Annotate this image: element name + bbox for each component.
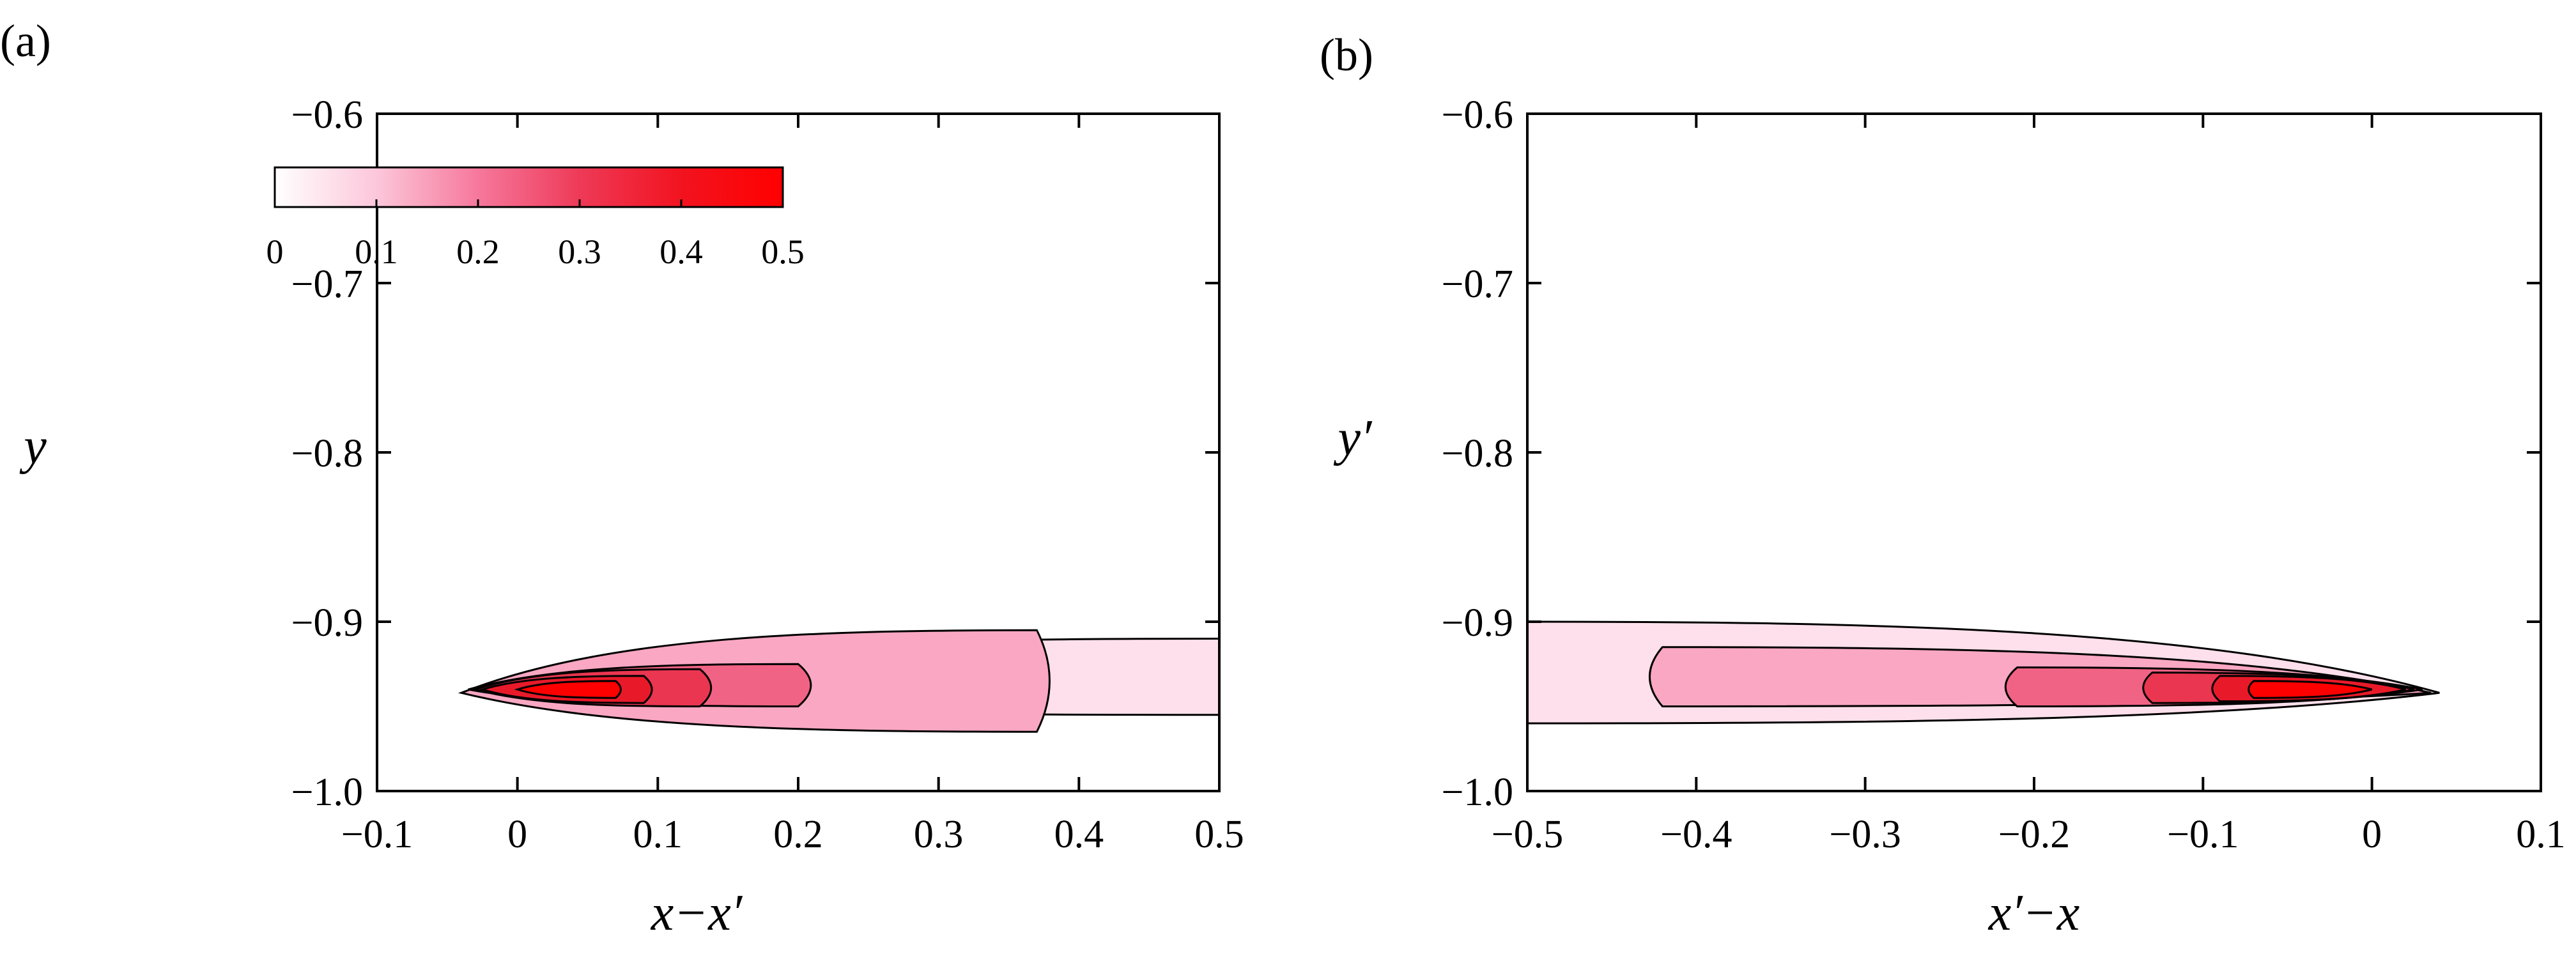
y-tick-label: −0.8: [1442, 432, 1513, 475]
y-tick-label: −0.7: [291, 263, 363, 306]
x-axis-title-a: x−x′: [651, 885, 743, 941]
panel-label-b: (b): [1320, 29, 1373, 81]
x-tick-label: −0.2: [1998, 813, 2070, 856]
colorbar-ticks: 0 0.1 0.2 0.3 0.4 0.5: [266, 199, 805, 271]
y-tick-label: −0.9: [291, 601, 363, 645]
x-axis-title-b: x′−x: [1988, 885, 2080, 941]
x-axis-b: −0.5 −0.4 −0.3 −0.2 −0.1 0 0.1: [1492, 114, 2566, 856]
colorbar-tick-label: 0: [266, 233, 284, 271]
x-tick-label: 0.1: [633, 813, 683, 856]
colorbar: 0 0.1 0.2 0.3 0.4 0.5: [266, 166, 805, 271]
contour-area-a: [458, 571, 1219, 757]
y-tick-label: −1.0: [1442, 771, 1513, 814]
x-tick-label: −0.1: [341, 813, 413, 856]
x-tick-label: 0: [507, 813, 527, 856]
panel-label-a: (a): [0, 15, 51, 66]
y-axis-title-a: y: [19, 419, 47, 475]
contour-level-0_5: [2248, 680, 2373, 699]
colorbar-gradient: [274, 166, 784, 208]
contour-level-0_5: [514, 680, 622, 699]
colorbar-tick-label: 0.3: [558, 233, 601, 271]
contour-area-b: [1527, 562, 2440, 749]
y-tick-label: −0.8: [291, 432, 363, 475]
x-tick-label: −0.4: [1660, 813, 1732, 856]
contours-a: [458, 571, 1219, 757]
panel-a: (a) −0.1 0 0.1 0.2 0.3 0.4 0.5 −1.0−0.9−0.8−0.…: [0, 15, 1244, 941]
colorbar-tick-label: 0.1: [355, 233, 398, 271]
colorbar-tick-label: 0.2: [456, 233, 500, 271]
x-tick-label: 0.2: [773, 813, 823, 856]
y-tick-label: −0.6: [291, 93, 363, 137]
x-tick-label: 0.3: [914, 813, 964, 856]
x-tick-label: −0.3: [1829, 813, 1901, 856]
x-tick-label: 0: [2362, 813, 2382, 856]
y-tick-label: −0.6: [1442, 93, 1513, 137]
y-axis-b: −1.0 −0.9 −0.8 −0.7 −0.6: [1442, 93, 2541, 814]
y-tick-label: −0.9: [1442, 601, 1513, 645]
x-tick-label: 0.5: [1194, 813, 1244, 856]
y-tick-label: −0.7: [1442, 263, 1513, 306]
y-axis-a: −1.0 −0.9 −0.8 −0.7 −0.6: [291, 93, 1219, 814]
y-tick-label: −1.0: [291, 771, 363, 814]
colorbar-tick-label: 0.4: [659, 233, 703, 271]
x-tick-label: −0.1: [2167, 813, 2239, 856]
colorbar-tick-label: 0.5: [761, 233, 805, 271]
panel-b: (b) −0.5 −0.4 −0.3 −0.2 −0.1 0 0.1 −1.0−0.9−0.…: [1320, 29, 2566, 941]
x-tick-label: 0.4: [1054, 813, 1104, 856]
x-tick-label: −0.5: [1492, 813, 1563, 856]
x-axis-a: −0.1 0 0.1 0.2 0.3 0.4 0.5: [341, 114, 1244, 856]
y-axis-title-b: y′: [1333, 410, 1373, 466]
contours-b: [1527, 562, 2440, 749]
x-tick-label: 0.1: [2516, 813, 2566, 856]
